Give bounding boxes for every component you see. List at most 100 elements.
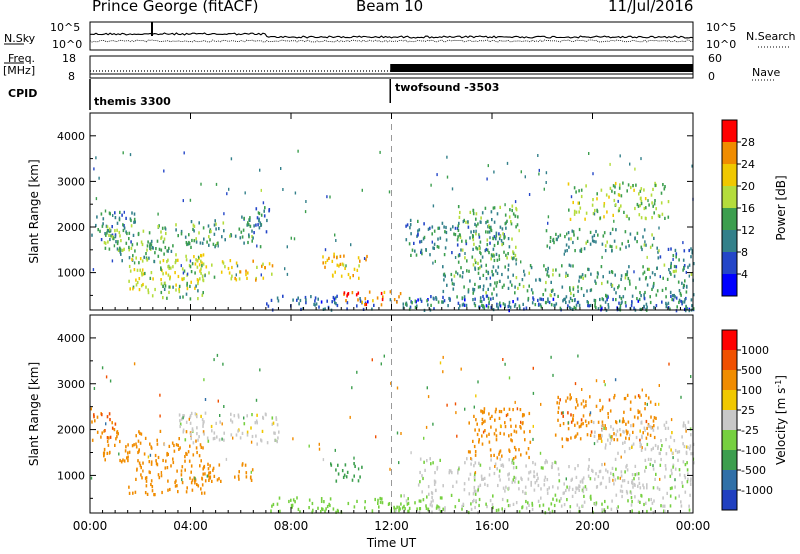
power-cell-13-20 [445,230,448,235]
velocity-cell-8-38 [645,465,647,469]
power-cell-14-83 [457,228,460,232]
velocity-cell-8-31 [496,467,498,471]
power-cell-2-22 [162,240,165,244]
velocity-cell-8-233 [442,484,444,488]
velocity-speckle-53 [595,379,598,383]
velocity-speckle-51 [619,476,621,480]
power-cell-17-64 [660,201,663,205]
velocity-cell-3-0 [209,471,212,475]
velocity-cell-8-252 [508,486,510,490]
power-cell-17-97 [612,213,614,217]
power-cell-17-78 [657,214,660,218]
power-speckle-125 [644,240,646,244]
power-cell-15-139 [456,295,458,299]
power-colorbar-tick-label-0: 28 [741,136,755,149]
power-cell-12-56 [462,302,465,306]
power-cell-6-6 [256,265,258,269]
power-cell-10-100 [485,304,488,308]
power-cell-10-159 [482,294,484,299]
power-cell-9-19 [344,266,346,270]
power-cell-10-19 [588,304,590,308]
power-cell-7-17 [202,291,204,295]
power-cell-16-55 [621,242,623,246]
power-cell-17-3 [609,186,612,190]
velocity-cell-0-20 [100,435,102,439]
velocity-cell-4-24 [202,424,204,428]
velocity-cell-10-127 [562,422,565,426]
velocity-speckle-0 [508,376,511,380]
power-cell-14-72 [493,206,496,210]
power-cell-7-16 [185,292,188,296]
power-cell-6-14 [235,278,238,282]
velocity-cell-9-90 [476,432,479,437]
power-cell-13-88 [485,247,488,252]
velocity-speckle-109 [356,370,358,374]
velocity-cell-6-7 [381,497,383,501]
velocity-cell-9-93 [467,450,470,454]
velocity-cell-8-100 [522,490,524,494]
power-cell-3-65 [140,271,143,275]
power-cell-5-8 [213,232,216,236]
velocity-cell-8-45 [433,482,436,486]
power-cell-14-80 [502,232,504,236]
velocity-cell-1-80 [179,446,181,450]
power-cell-2-35 [131,243,134,247]
power-cell-15-36 [550,280,552,284]
velocity-cell-2-78 [180,473,183,477]
power-cell-12-65 [692,307,695,311]
power-cell-3-14 [139,257,142,261]
power-cell-12-100 [686,306,688,311]
velocity-cell-10-98 [590,430,593,434]
power-cell-13-14 [456,243,459,247]
velocity-cell-1-14 [115,437,117,441]
velocity-cell-4-13 [255,419,258,423]
power-cell-13-10 [409,218,412,222]
power-cell-15-138 [672,269,675,274]
power-cell-15-239 [518,282,521,287]
power-cell-8-8 [255,223,257,227]
velocity-cell-11-66 [601,434,603,438]
velocity-cell-2-5 [140,466,142,470]
power-cell-0-10 [102,222,104,226]
velocity-cell-2-63 [181,465,184,469]
velocity-cell-10-113 [589,413,591,417]
power-cell-15-5 [643,293,645,297]
velocity-cell-11-19 [685,426,687,430]
power-cell-2-1 [154,251,156,255]
velocity-cell-8-71 [546,478,549,482]
power-cell-15-191 [620,277,622,281]
velocity-cell-8-76 [473,464,475,468]
velocity-cell-9-8 [527,447,530,451]
power-cell-3-3 [166,260,168,264]
power-cell-5-37 [259,221,262,225]
power-cell-10-113 [674,295,676,299]
power-cell-12-19 [631,300,633,304]
velocity-cell-11-11 [600,439,603,443]
power-speckle-48 [280,167,282,170]
velocity-cell-7-152 [400,494,402,498]
velocity-cell-10-72 [582,414,585,418]
power-cell-17-60 [651,216,653,220]
velocity-cell-1-71 [140,432,143,436]
power-cell-2-9 [145,252,147,256]
power-cell-2-21 [116,241,119,246]
power-cell-5-27 [234,234,237,238]
power-cell-0-23 [96,215,98,219]
power-cell-12-61 [569,296,572,300]
velocity-cell-7-78 [431,504,433,508]
power-cell-7-19 [178,290,181,294]
velocity-cell-9-22 [478,440,480,444]
power-cell-7-0 [178,284,181,288]
power-cell-14-89 [497,241,499,245]
velocity-cell-10-26 [590,419,593,424]
power-cell-1-72 [149,246,151,250]
power-speckle-62 [388,190,391,194]
power-cell-12-40 [671,297,673,302]
velocity-cell-11-79 [608,433,611,437]
power-colorbar-swatch-6 [722,252,737,274]
velocity-cell-4-85 [216,435,218,439]
power-cell-16-5 [580,249,583,253]
velocity-cell-8-105 [419,470,421,475]
power-cell-17-74 [661,212,664,216]
velocity-cell-1-69 [149,442,151,446]
